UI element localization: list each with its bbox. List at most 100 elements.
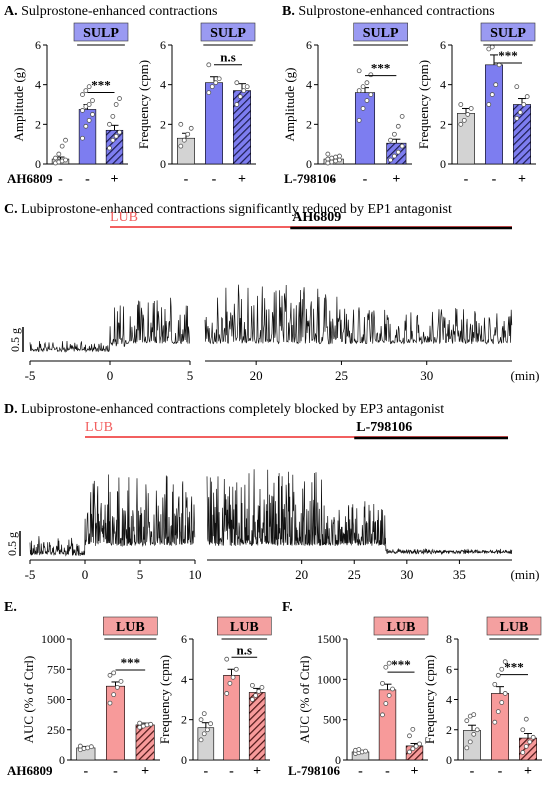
bar-chart-E-auc: 0 250 500 750 1000 AUC (% of Ctrl) - - + AH6809 LU…	[7, 616, 160, 779]
y-tick-label: 2	[35, 117, 41, 131]
data-point	[59, 143, 65, 149]
data-point	[524, 94, 530, 99]
data-point	[233, 666, 239, 672]
panel-e-title: E.	[4, 600, 17, 615]
data-point	[88, 744, 94, 750]
treatment-box	[103, 616, 158, 636]
data-point	[458, 102, 464, 107]
data-point	[380, 712, 385, 718]
data-point	[337, 157, 342, 163]
y-tick-label: 8	[446, 632, 452, 646]
scale-bar-label: 0.5 g	[8, 328, 22, 352]
significance-label: n.s	[237, 642, 253, 657]
panel-c-title: C. Lubiprostone-enhanced contractions si…	[4, 202, 452, 217]
trace-C-trace: LUB AH6809 0.5 g -5 0 5 20 25 30 (min)	[8, 210, 539, 383]
data-point	[360, 106, 366, 111]
data-point	[90, 112, 95, 117]
antagonist-sign: -	[385, 764, 390, 779]
data-point	[399, 143, 405, 149]
y-tick-label: 6	[35, 38, 41, 52]
data-point	[201, 711, 207, 717]
y-tick-label: 0	[160, 157, 166, 171]
data-point	[356, 117, 362, 123]
data-point	[249, 682, 255, 688]
data-point	[107, 672, 113, 678]
trace-D-trace: LUB L-798106 0.5 g -5 0 5 10 20 25 30 35 (min)	[5, 420, 539, 582]
data-point	[256, 689, 262, 694]
antagonist-sign: -	[470, 764, 475, 779]
data-point	[386, 693, 392, 698]
y-tick-label: 0	[35, 157, 41, 171]
data-point	[178, 143, 184, 149]
data-point	[234, 80, 240, 86]
data-point	[259, 685, 265, 690]
bar-lub	[378, 689, 397, 761]
data-point	[383, 701, 389, 706]
data-point	[244, 84, 250, 90]
antagonist-sign: -	[203, 764, 208, 779]
y-axis-label: Frequency (cpm)	[157, 655, 172, 744]
trace-line	[204, 284, 513, 345]
data-point	[329, 159, 335, 165]
data-point	[337, 153, 342, 159]
data-point	[386, 660, 392, 666]
data-point	[467, 739, 473, 745]
y-tick-label: 2	[306, 117, 312, 131]
data-point	[208, 721, 214, 727]
data-point	[521, 102, 527, 107]
data-point	[489, 92, 495, 97]
bar-chart-B-amp: 0 2 4 6 Amplitude (g) - - + L-798106 SULP ***	[282, 22, 412, 187]
y-tick-label: 4	[306, 78, 312, 92]
data-point	[181, 137, 187, 143]
data-point	[360, 84, 366, 90]
antagonist-sign: -	[113, 764, 118, 779]
y-tick-label: 0	[440, 157, 446, 171]
data-point	[111, 670, 117, 676]
time-tick-label: 0	[107, 368, 114, 383]
trace-line	[29, 474, 196, 557]
data-point	[407, 749, 412, 755]
data-point	[468, 106, 474, 111]
data-point	[364, 80, 370, 86]
y-axis-label: Frequency (cpm)	[416, 60, 431, 149]
data-point	[493, 82, 499, 88]
data-point	[388, 137, 393, 143]
y-tick-label: 6	[181, 632, 187, 646]
significance-label: ***	[391, 657, 411, 672]
treatment-box	[373, 616, 429, 636]
antagonist-sign: +	[392, 172, 400, 187]
time-tick-label: 5	[187, 368, 194, 383]
treatment-label: LUB	[387, 620, 416, 635]
y-tick-label: 1000	[317, 672, 341, 686]
time-tick-label: 20	[250, 368, 263, 383]
data-point	[224, 656, 230, 662]
data-point	[464, 745, 470, 751]
data-point	[209, 84, 215, 90]
antagonist-sign: -	[83, 764, 88, 779]
data-point	[520, 750, 526, 755]
treatment-box	[200, 22, 256, 42]
y-tick-label: 2	[181, 713, 187, 727]
time-tick-label: 20	[295, 567, 308, 582]
y-tick-label: 500	[47, 693, 65, 707]
data-point	[80, 108, 85, 113]
data-point	[329, 155, 335, 161]
bar-chart-F-freq: 0 2 4 6 8 Frequency (cpm) - - + LUB ***	[422, 616, 542, 779]
time-tick-label: (min)	[511, 567, 540, 582]
data-point	[117, 129, 122, 135]
y-axis-label: Frequency (cpm)	[136, 60, 151, 149]
bar-lub	[223, 674, 240, 761]
treatment-label: LUB	[230, 620, 259, 635]
data-point	[56, 151, 62, 157]
time-tick-label: (min)	[511, 368, 540, 383]
data-point	[499, 700, 505, 705]
trace-line	[206, 469, 513, 556]
data-point	[380, 680, 385, 686]
bar-sulp	[205, 82, 223, 165]
data-point	[499, 666, 505, 672]
data-point	[520, 727, 526, 733]
bar-chart-A-freq: 0 2 4 6 Frequency (cpm) - - + SULP n.s	[136, 22, 256, 187]
antagonist-sign: +	[238, 172, 246, 187]
data-point	[410, 726, 416, 732]
